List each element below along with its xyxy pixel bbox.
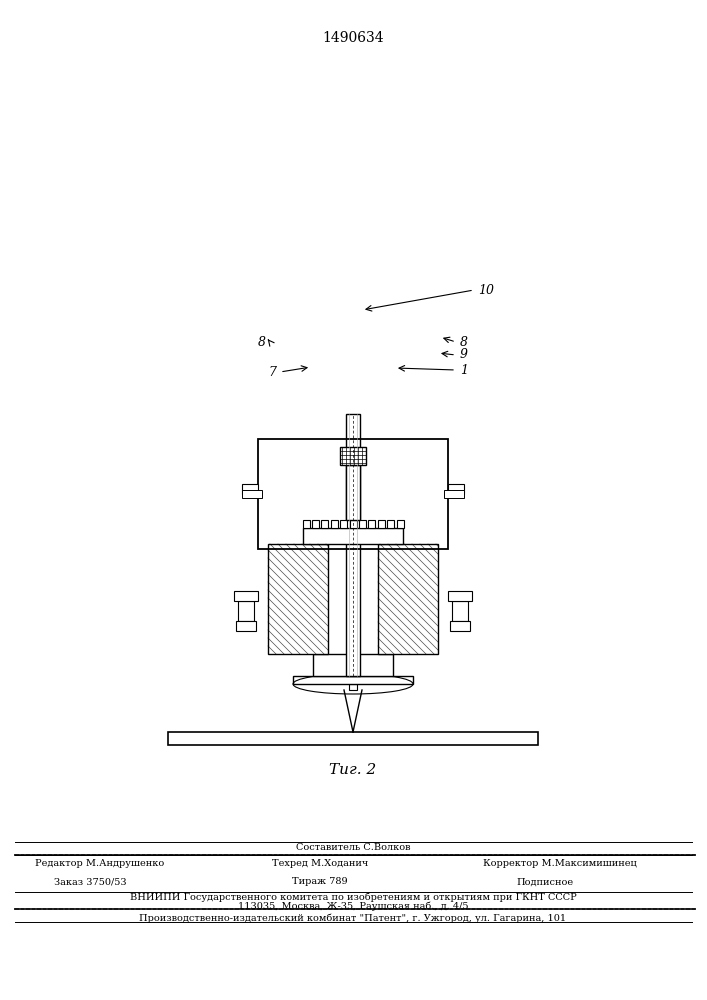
Bar — [293, 676, 413, 684]
Bar — [346, 414, 360, 676]
Text: Τиг. 2: Τиг. 2 — [329, 763, 377, 777]
Bar — [346, 465, 360, 520]
Bar — [242, 489, 262, 497]
Bar — [313, 654, 393, 676]
Text: 10: 10 — [478, 284, 494, 296]
Bar — [359, 520, 366, 528]
Bar — [444, 489, 464, 497]
Bar — [387, 520, 394, 528]
Bar — [331, 520, 338, 528]
Bar — [168, 732, 538, 745]
Bar — [236, 621, 256, 631]
Bar — [349, 684, 357, 690]
Bar — [378, 520, 385, 528]
Text: 1: 1 — [460, 363, 468, 376]
Bar — [258, 439, 448, 549]
Text: Техред М.Ходанич: Техред М.Ходанич — [272, 859, 368, 868]
Bar — [450, 621, 470, 631]
Bar — [368, 520, 375, 528]
Bar — [312, 520, 319, 528]
Text: 8: 8 — [258, 336, 266, 349]
Text: Тираж 789: Тираж 789 — [292, 878, 348, 886]
Text: Редактор М.Андрушенко: Редактор М.Андрушенко — [35, 859, 165, 868]
Bar — [448, 591, 472, 601]
Bar — [397, 520, 404, 528]
Text: 9: 9 — [460, 349, 468, 361]
Bar — [234, 591, 258, 601]
Bar — [448, 484, 464, 493]
Text: Составитель С.Волков: Составитель С.Волков — [296, 842, 410, 852]
Bar — [321, 520, 328, 528]
Bar — [303, 528, 403, 544]
Bar — [268, 544, 328, 654]
Text: Заказ 3750/53: Заказ 3750/53 — [54, 878, 127, 886]
Text: Подписное: Подписное — [516, 878, 573, 886]
Bar — [340, 447, 366, 465]
Bar — [452, 601, 468, 621]
Bar — [349, 520, 356, 528]
Bar — [340, 520, 347, 528]
Bar — [238, 601, 254, 621]
Bar — [242, 484, 258, 493]
Text: 1490634: 1490634 — [322, 31, 384, 45]
Text: Корректор М.Максимишинец: Корректор М.Максимишинец — [483, 859, 637, 868]
Text: 113035, Москва, Ж-35, Раушская наб., д. 4/5: 113035, Москва, Ж-35, Раушская наб., д. … — [238, 901, 468, 911]
Text: 8: 8 — [460, 336, 468, 349]
Text: Производственно-издательский комбинат "Патент", г. Ужгород, ул. Гагарина, 101: Производственно-издательский комбинат "П… — [139, 913, 566, 923]
Bar — [378, 544, 438, 654]
Text: 7: 7 — [268, 365, 276, 378]
Text: ВНИИПИ Государственного комитета по изобретениям и открытиям при ГКНТ СССР: ВНИИПИ Государственного комитета по изоб… — [129, 892, 576, 902]
Bar — [303, 520, 310, 528]
